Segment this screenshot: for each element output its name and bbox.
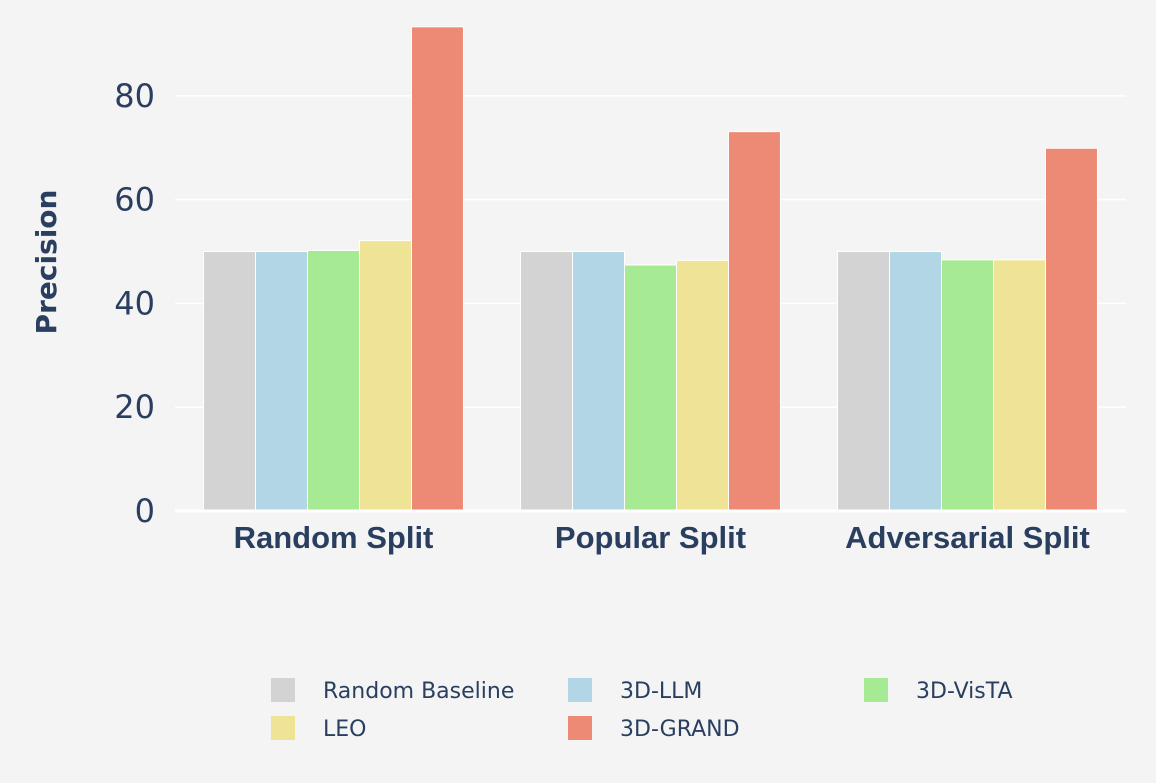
legend-item[interactable]: Random Baseline	[271, 678, 514, 704]
y-axis-ticks: 0 20 40 60 80	[114, 77, 155, 530]
bar-random-baseline-random-split	[203, 251, 257, 512]
bar-3d-grand-random-split	[410, 26, 464, 512]
legend-label: 3D-GRAND	[620, 717, 740, 742]
legend-item[interactable]: 3D-VisTA	[864, 678, 1013, 704]
legend-label: LEO	[323, 717, 366, 742]
bar-random-baseline-popular-split	[520, 251, 574, 512]
y-axis-title: Precision	[30, 190, 63, 335]
y-tick-label: 80	[114, 77, 155, 115]
y-tick-label: 20	[114, 388, 155, 426]
bar-3d-llm-random-split	[255, 251, 309, 512]
legend-label: 3D-VisTA	[916, 679, 1013, 704]
legend-swatch	[271, 678, 295, 702]
bar-3d-llm-adversarial-split	[889, 251, 943, 512]
bar-3d-llm-popular-split	[572, 251, 626, 512]
x-category-label: Adversarial Split	[845, 520, 1090, 555]
bar-3d-grand-popular-split	[727, 131, 781, 512]
bars	[203, 26, 1098, 512]
x-category-label: Popular Split	[555, 520, 746, 555]
bar-leo-random-split	[358, 240, 412, 512]
legend: Random Baseline 3D-LLM 3D-VisTA LEO 3D-GRAND	[271, 678, 1013, 742]
legend-swatch	[864, 678, 888, 702]
y-tick-label: 40	[114, 284, 155, 322]
bar-leo-adversarial-split	[992, 259, 1046, 512]
legend-swatch	[568, 678, 592, 702]
legend-swatch	[271, 716, 295, 740]
y-tick-label: 0	[135, 492, 155, 530]
bar-3d-vista-adversarial-split	[941, 259, 994, 512]
bar-3d-vista-random-split	[307, 249, 360, 512]
legend-label: Random Baseline	[323, 679, 514, 704]
y-tick-label: 60	[114, 181, 155, 219]
x-category-label: Random Split	[234, 520, 434, 555]
legend-swatch	[568, 716, 592, 740]
legend-item[interactable]: 3D-LLM	[568, 678, 702, 704]
bar-leo-popular-split	[675, 259, 729, 512]
bar-random-baseline-adversarial-split	[837, 251, 891, 512]
bar-3d-grand-adversarial-split	[1044, 147, 1098, 512]
legend-item[interactable]: 3D-GRAND	[568, 716, 740, 742]
legend-label: 3D-LLM	[620, 679, 702, 704]
legend-item[interactable]: LEO	[271, 716, 366, 742]
bar-3d-vista-popular-split	[624, 264, 677, 512]
x-axis-categories: Random Split Popular Split Adversarial Spl…	[234, 520, 1090, 555]
